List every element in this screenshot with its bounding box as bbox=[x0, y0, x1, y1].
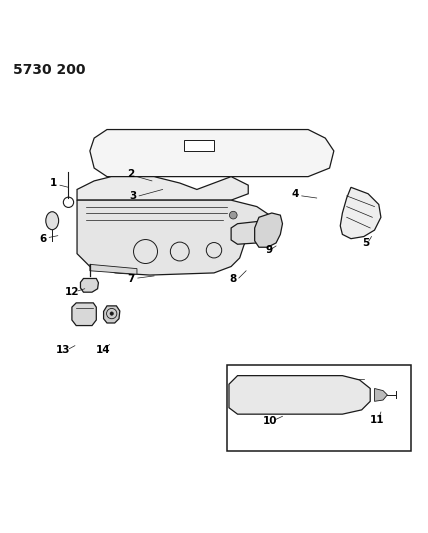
Polygon shape bbox=[184, 140, 214, 151]
Polygon shape bbox=[72, 303, 96, 326]
Circle shape bbox=[110, 312, 113, 316]
Polygon shape bbox=[77, 176, 248, 200]
Text: 13: 13 bbox=[56, 345, 71, 355]
Polygon shape bbox=[80, 278, 98, 292]
Text: 10: 10 bbox=[262, 416, 277, 425]
Text: 2: 2 bbox=[127, 169, 134, 180]
Ellipse shape bbox=[46, 212, 59, 230]
Polygon shape bbox=[231, 222, 263, 244]
Polygon shape bbox=[104, 306, 120, 323]
Bar bbox=[227, 365, 411, 450]
Circle shape bbox=[229, 211, 237, 219]
Polygon shape bbox=[255, 213, 282, 247]
Text: 8: 8 bbox=[230, 274, 237, 284]
Text: 1: 1 bbox=[50, 178, 57, 188]
Polygon shape bbox=[77, 200, 270, 275]
Text: 3: 3 bbox=[129, 191, 136, 201]
Polygon shape bbox=[374, 389, 387, 401]
Text: 12: 12 bbox=[65, 287, 79, 297]
Polygon shape bbox=[90, 130, 334, 176]
Text: 7: 7 bbox=[127, 274, 134, 284]
Text: 5: 5 bbox=[363, 238, 369, 248]
Polygon shape bbox=[90, 264, 137, 274]
Text: 14: 14 bbox=[95, 345, 110, 355]
Text: 5730 200: 5730 200 bbox=[13, 63, 85, 77]
Polygon shape bbox=[340, 187, 381, 239]
Text: 11: 11 bbox=[369, 415, 384, 425]
Text: 4: 4 bbox=[291, 189, 299, 199]
Polygon shape bbox=[229, 376, 370, 414]
Text: 9: 9 bbox=[265, 245, 272, 255]
Text: 6: 6 bbox=[39, 233, 46, 244]
